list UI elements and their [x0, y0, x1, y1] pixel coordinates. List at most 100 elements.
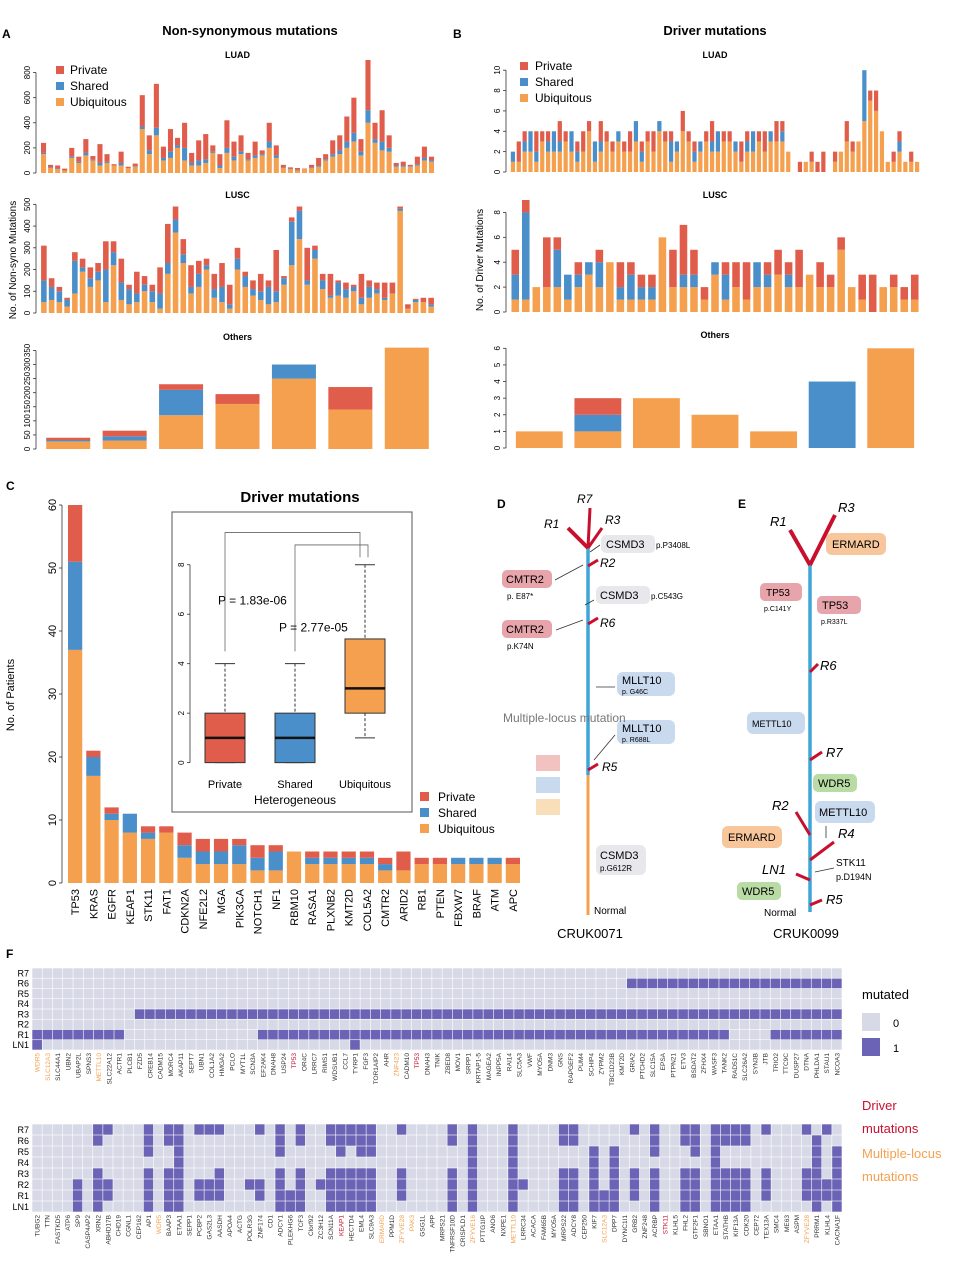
heatmap-top-cell-4-11 — [145, 1009, 155, 1019]
chart-a-luad-bar-18-private — [167, 129, 174, 152]
chart-a-lusc-bar-1-private — [48, 278, 55, 287]
chart-b-others-ytick-label-1: 1 — [493, 429, 502, 434]
heatmap-bottom-cell-1-13 — [163, 1135, 174, 1146]
heatmap-bottom-cell-5-25 — [285, 1179, 295, 1190]
chart-c-bar-2-shared — [104, 813, 119, 820]
heatmap-bottom-cell-5-15 — [184, 1179, 194, 1190]
heatmap-top-gene-64: BSDAT2 — [691, 1053, 698, 1078]
heatmap-top-cell-6-41 — [452, 1029, 463, 1040]
heatmap-bottom-cell-2-41 — [447, 1146, 457, 1157]
chart-a-lusc-bar-39-ubiquitous — [343, 297, 349, 313]
chart-b-luad-bar-9-ubiquitous — [563, 141, 568, 172]
d-branch-r6 — [587, 616, 599, 626]
heatmap-bottom-cell-5-5 — [82, 1179, 93, 1190]
chart-a-others-ytick-label-4: 200 — [23, 385, 32, 399]
heatmap-bottom-gene-76: ZFYVE28 — [804, 1215, 811, 1244]
chart-a-luad-bar-50-private — [393, 162, 399, 166]
heatmap-bottom-cell-1-3 — [62, 1135, 73, 1146]
chart-b-lusc-bar-19-ubiquitous — [711, 274, 719, 312]
heatmap-top-cell-5-29 — [329, 1019, 340, 1030]
heatmap-bottom-cell-7-48 — [518, 1201, 528, 1212]
heatmap-legend-title: mutated — [862, 987, 909, 1002]
e-mut-gene-7: ERMARD — [728, 832, 776, 844]
heatmap-top-gene-8: ACTR1 — [117, 1053, 124, 1075]
heatmap-top-cell-6-20 — [237, 1029, 248, 1040]
chart-a-lusc-bar-12-private — [134, 271, 140, 294]
heatmap-top-cell-7-44 — [483, 1040, 494, 1050]
heatmap-bottom-cell-1-76 — [801, 1135, 812, 1146]
heatmap-bottom-cell-1-22 — [255, 1135, 265, 1146]
chart-a-lusc-bar-45-private — [389, 282, 396, 294]
chart-b-lusc-bar-35-ubiquitous — [879, 287, 887, 312]
heatmap-bottom-cell-6-34 — [376, 1190, 387, 1201]
heatmap-bottom-cell-3-65 — [690, 1157, 700, 1168]
chart-a-lusc-bar-2-ubiquitous — [56, 302, 63, 313]
heatmap-top-cell-4-66 — [709, 1009, 719, 1019]
chart-c-xtick-rb1: RB1 — [417, 889, 429, 910]
heatmap-top-cell-6-19 — [227, 1029, 237, 1040]
heatmap-bottom-gene-11: AP1 — [146, 1215, 153, 1228]
legend-b-swatch-ubiquitous — [520, 94, 528, 102]
heatmap-top-cell-1-11 — [145, 978, 155, 989]
heatmap-top-cell-6-66 — [709, 1029, 719, 1040]
chart-b-lusc-bar-8-private — [595, 249, 604, 263]
heatmap-bottom-cell-1-64 — [680, 1135, 690, 1146]
heatmap-top-cell-2-56 — [606, 988, 617, 999]
heatmap-top-cell-3-46 — [503, 999, 514, 1009]
chart-b-luad-bar-61-private — [868, 90, 873, 101]
chart-b-title: Driver mutations — [663, 23, 766, 38]
heatmap-top-cell-7-13 — [165, 1040, 176, 1050]
heatmap-bottom-gene-25: PLEKHG6 — [288, 1215, 295, 1245]
chart-a-lusc-bar-27-private — [250, 280, 256, 290]
heatmap-top-cell-0-54 — [585, 968, 596, 978]
heatmap-top-cell-0-29 — [329, 968, 340, 978]
chart-c-bar-15-ubiquitous — [341, 864, 356, 883]
heatmap-top-cell-6-25 — [288, 1029, 299, 1040]
heatmap-top-cell-0-28 — [319, 968, 330, 978]
chart-a-luad-bar-1-ubiquitous — [48, 167, 54, 173]
chart-a-luad-bar-11-ubiquitous — [118, 165, 124, 173]
heatmap-bottom-cell-5-67 — [710, 1179, 721, 1190]
chart-a-lusc-bar-8-private — [103, 241, 109, 270]
heatmap-top-cell-1-7 — [104, 978, 114, 989]
chart-b-lusc-bar-8-ubiquitous — [595, 287, 604, 312]
heatmap-top-cell-2-27 — [309, 988, 319, 999]
heatmap-bottom-cell-7-56 — [599, 1201, 609, 1212]
heatmap-top-cell-2-26 — [298, 988, 309, 999]
heatmap-bottom-cell-1-78 — [822, 1135, 832, 1146]
heatmap-bottom-cell-1-4 — [72, 1135, 83, 1146]
heatmap-top-cell-3-32 — [360, 999, 371, 1009]
heatmap-bottom-cell-5-7 — [103, 1179, 113, 1190]
chart-b-luad-bar-32-shared — [698, 141, 703, 152]
e-mut-box-2 — [760, 583, 802, 601]
d-mut-prot-3: p.C543G — [651, 592, 683, 601]
heatmap-top-cell-1-64 — [688, 978, 699, 989]
heatmap-bottom-cell-0-56 — [599, 1124, 609, 1135]
heatmap-top-cell-4-58 — [626, 1009, 637, 1019]
heatmap-top-cell-2-71 — [760, 988, 770, 999]
heatmap-top-cell-1-72 — [770, 978, 781, 989]
heatmap-top-cell-2-10 — [134, 988, 145, 999]
heatmap-bottom-cell-1-18 — [214, 1135, 225, 1146]
heatmap-bottom-cell-5-18 — [214, 1179, 225, 1190]
heatmap-bottom-cell-1-29 — [325, 1135, 336, 1146]
chart-c-bar-13-ubiquitous — [305, 864, 320, 883]
chart-b-luad-bar-57-private — [844, 121, 849, 142]
heatmap-top-cell-2-28 — [319, 988, 330, 999]
heatmap-top-cell-1-78 — [832, 978, 842, 989]
chart-a-lusc-bar-2-shared — [56, 291, 63, 303]
heatmap-bottom-gene-23: CD1 — [267, 1215, 274, 1228]
heatmap-top-cell-1-47 — [514, 978, 524, 989]
heatmap-bottom-cell-0-71 — [751, 1124, 761, 1135]
heatmap-bottom-cell-5-62 — [660, 1179, 670, 1190]
heatmap-top-cell-2-70 — [750, 988, 760, 999]
chart-a-lusc-ytick-label-1: 100 — [23, 284, 32, 298]
chart-b-luad-bar-2-ubiquitous — [522, 151, 527, 172]
heatmap-top-cell-1-58 — [626, 978, 637, 989]
heatmap-bottom-cell-4-49 — [528, 1168, 538, 1179]
chart-c-xtick-pten: PTEN — [435, 889, 447, 918]
chart-a-luad-bar-13-shared — [132, 166, 138, 167]
chart-a-lusc-bar-46-private — [397, 206, 403, 209]
chart-b-lusc-bar-30-private — [826, 274, 835, 288]
chart-b-luad-bar-57-ubiquitous — [844, 141, 849, 172]
